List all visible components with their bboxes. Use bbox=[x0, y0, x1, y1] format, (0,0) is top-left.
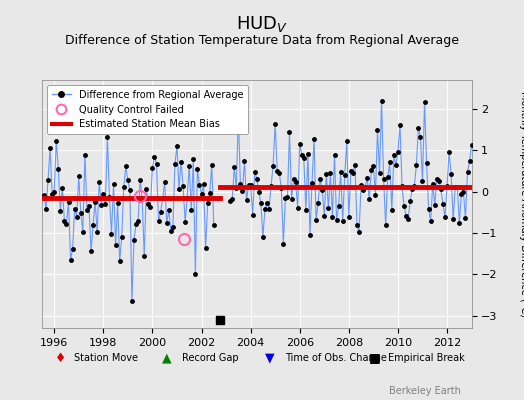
Text: Record Gap: Record Gap bbox=[181, 353, 238, 363]
Text: Empirical Break: Empirical Break bbox=[388, 353, 465, 363]
Legend: Difference from Regional Average, Quality Control Failed, Estimated Station Mean: Difference from Regional Average, Qualit… bbox=[47, 85, 248, 134]
Text: HUD$_V$: HUD$_V$ bbox=[236, 14, 288, 34]
Text: Station Move: Station Move bbox=[74, 353, 138, 363]
Text: ▲: ▲ bbox=[162, 352, 172, 364]
Text: ▼: ▼ bbox=[265, 352, 275, 364]
Text: Berkeley Earth: Berkeley Earth bbox=[389, 386, 461, 396]
Text: ■: ■ bbox=[368, 352, 380, 364]
Text: Difference of Station Temperature Data from Regional Average: Difference of Station Temperature Data f… bbox=[65, 34, 459, 47]
Y-axis label: Monthly Temperature Anomaly Difference (°C): Monthly Temperature Anomaly Difference (… bbox=[519, 91, 524, 317]
Text: ♦: ♦ bbox=[55, 352, 66, 364]
Text: Time of Obs. Change: Time of Obs. Change bbox=[285, 353, 387, 363]
